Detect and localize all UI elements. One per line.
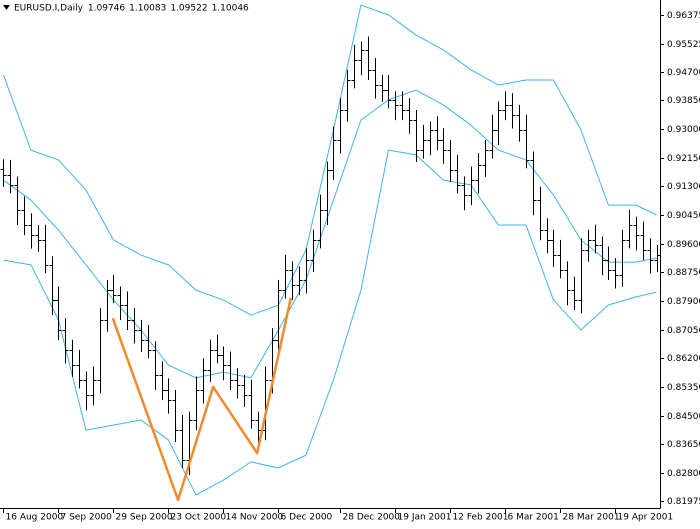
bollinger-lower [3, 149, 657, 496]
x-tick-label: 19 Apr 2001 [618, 513, 674, 523]
x-tick-label: 6 Dec 2000 [281, 513, 333, 523]
y-tick-label: 0.95525 [667, 40, 700, 50]
x-tick-label: 16 Aug 2000 [6, 513, 64, 523]
symbol-title: EURUSD.I,Daily [14, 4, 84, 14]
y-tick-label: 0.81975 [667, 497, 700, 507]
x-tick-label: 14 Nov 2000 [226, 513, 284, 523]
x-tick-label: 28 Mar 2001 [563, 513, 620, 523]
header-value: 1.09522 [170, 4, 207, 14]
header-value: 1.09746 [88, 4, 125, 14]
x-tick-label: 12 Feb 2001 [453, 513, 509, 523]
x-tick-label: 19 Jan 2001 [398, 513, 452, 523]
menu-triangle-icon[interactable] [3, 5, 10, 10]
double-bottom-pattern [111, 297, 293, 502]
x-tick-label: 29 Sep 2000 [116, 513, 173, 523]
plot-area [0, 4, 660, 502]
x-tick-label: 7 Sep 2000 [61, 513, 113, 523]
x-tick-label: 23 Oct 2000 [171, 513, 227, 523]
y-tick-label: 0.96375 [667, 11, 700, 21]
x-tick-label: 28 Dec 2000 [343, 513, 401, 523]
header-value: 1.10046 [212, 4, 249, 14]
x-tick-label: 6 Mar 2001 [508, 513, 559, 523]
header-value: 1.10083 [129, 4, 166, 14]
